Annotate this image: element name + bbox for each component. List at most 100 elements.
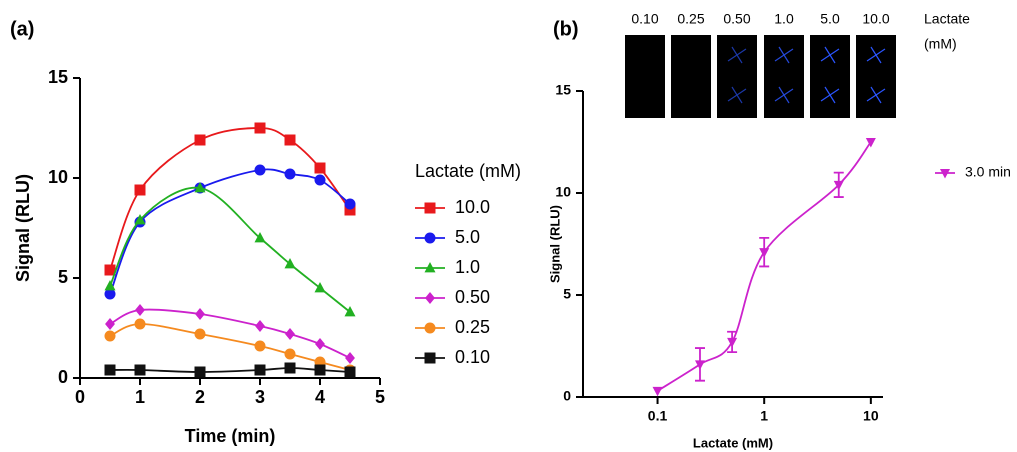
- x-tick-label: 5: [375, 387, 385, 407]
- panel-label: (a): [10, 18, 34, 40]
- y-tick-label: 10: [555, 184, 571, 200]
- image-unit: Lactate: [924, 11, 970, 27]
- marker: [424, 352, 436, 364]
- image-label: 0.10: [631, 11, 658, 27]
- marker: [425, 291, 435, 305]
- fit-curve: [109, 127, 351, 271]
- marker: [314, 174, 326, 186]
- marker: [345, 351, 355, 365]
- image-label: 0.50: [723, 11, 750, 27]
- legend-label: 1.0: [455, 257, 480, 277]
- marker: [194, 134, 206, 146]
- marker: [194, 366, 206, 378]
- marker: [104, 364, 116, 376]
- marker: [344, 204, 356, 216]
- marker: [314, 281, 326, 293]
- marker: [424, 322, 436, 334]
- marker: [194, 328, 206, 340]
- well-signal: [866, 46, 886, 64]
- legend-label: 5.0: [455, 227, 480, 247]
- well-signal: [866, 86, 886, 104]
- fit-curve: [109, 367, 351, 373]
- marker: [865, 138, 876, 148]
- marker: [255, 319, 265, 333]
- marker: [104, 279, 116, 291]
- x-tick-label: 0.1: [648, 408, 668, 424]
- legend-label: 0.25: [455, 317, 490, 337]
- x-axis-title: Lactate (mM): [693, 435, 773, 450]
- legend-label: 0.10: [455, 347, 490, 367]
- well-signal: [820, 46, 840, 64]
- panel-label: (b): [553, 18, 579, 40]
- marker: [135, 303, 145, 317]
- image-label: 10.0: [862, 11, 889, 27]
- y-tick-label: 5: [58, 267, 68, 287]
- marker: [315, 337, 325, 351]
- marker: [344, 305, 356, 317]
- marker: [727, 337, 738, 348]
- marker: [759, 248, 770, 258]
- x-axis-title: Time (min): [185, 426, 276, 446]
- well-signal: [727, 46, 747, 64]
- x-tick-label: 2: [195, 387, 205, 407]
- marker: [833, 180, 844, 191]
- well-image: [625, 35, 665, 118]
- marker: [254, 340, 266, 352]
- marker: [194, 181, 206, 193]
- well-image: [717, 35, 757, 118]
- image-label: 5.0: [820, 11, 840, 27]
- legend-label: 10.0: [455, 197, 490, 217]
- x-tick-label: 4: [315, 387, 325, 407]
- fit-curve: [109, 186, 351, 313]
- y-tick-label: 10: [48, 167, 68, 187]
- fit-curve: [109, 168, 351, 295]
- image-label: 1.0: [774, 11, 794, 27]
- y-tick-label: 5: [563, 286, 571, 302]
- marker: [314, 364, 326, 376]
- marker: [424, 202, 436, 214]
- marker: [344, 198, 356, 210]
- marker: [105, 317, 115, 331]
- marker: [284, 362, 296, 374]
- x-tick-label: 1: [760, 408, 768, 424]
- legend-title: Lactate (mM): [415, 161, 521, 181]
- marker: [104, 330, 116, 342]
- well-image: [856, 35, 896, 118]
- legend-label: 3.0 min: [965, 164, 1011, 180]
- marker: [284, 134, 296, 146]
- marker: [940, 169, 950, 179]
- y-axis-title: Signal (RLU): [547, 205, 562, 283]
- y-tick-label: 15: [48, 67, 68, 87]
- image-label: 0.25: [677, 11, 704, 27]
- marker: [254, 364, 266, 376]
- marker: [285, 327, 295, 341]
- x-tick-label: 1: [135, 387, 145, 407]
- marker: [195, 307, 205, 321]
- y-axis-title: Signal (RLU): [13, 174, 33, 282]
- well-signal: [774, 86, 794, 104]
- well-signal: [774, 46, 794, 64]
- marker: [254, 164, 266, 176]
- x-tick-label: 0: [75, 387, 85, 407]
- marker: [284, 257, 296, 269]
- marker: [254, 122, 266, 134]
- marker: [424, 232, 436, 244]
- marker: [694, 360, 705, 370]
- marker: [134, 184, 146, 196]
- marker: [134, 213, 146, 225]
- x-tick-label: 3: [255, 387, 265, 407]
- y-tick-label: 0: [58, 367, 68, 387]
- marker: [652, 386, 663, 397]
- marker: [424, 261, 436, 273]
- y-tick-label: 15: [555, 82, 571, 98]
- well-image: [764, 35, 804, 118]
- marker: [344, 366, 356, 378]
- marker: [314, 162, 326, 174]
- well-signal: [820, 86, 840, 104]
- x-tick-label: 10: [863, 408, 879, 424]
- marker: [134, 364, 146, 376]
- y-tick-label: 0: [563, 388, 571, 404]
- fit-curve: [109, 323, 351, 371]
- marker: [284, 348, 296, 360]
